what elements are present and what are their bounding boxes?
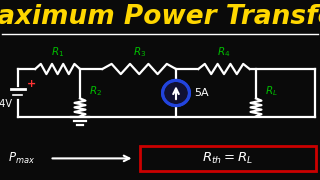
Text: $R_4$: $R_4$ xyxy=(217,46,231,59)
Text: $R_2$: $R_2$ xyxy=(89,85,102,98)
Text: $R_3$: $R_3$ xyxy=(132,46,146,59)
Text: Maximum Power Transfer: Maximum Power Transfer xyxy=(0,3,320,30)
Text: $P_{max}$: $P_{max}$ xyxy=(8,151,35,166)
Text: $R_1$: $R_1$ xyxy=(51,46,64,59)
Text: +: + xyxy=(27,79,36,89)
Text: 5A: 5A xyxy=(194,88,209,98)
Circle shape xyxy=(163,80,189,106)
Text: $R_{th} = R_L$: $R_{th} = R_L$ xyxy=(202,151,253,166)
Text: 24V: 24V xyxy=(0,99,13,109)
Text: $R_L$: $R_L$ xyxy=(265,85,278,98)
FancyBboxPatch shape xyxy=(140,146,316,171)
